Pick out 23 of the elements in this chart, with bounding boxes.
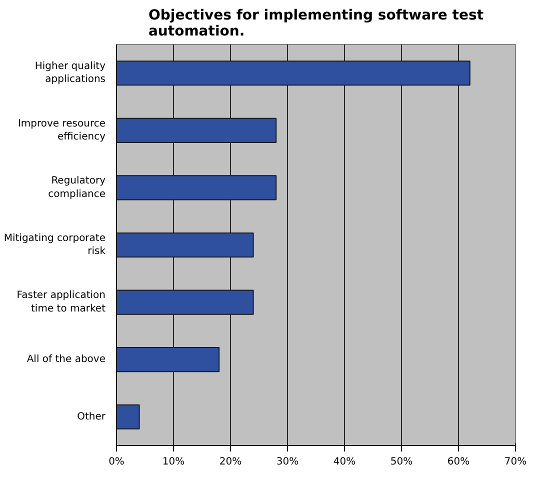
y-tick-label: Higher quality applications xyxy=(34,61,106,86)
x-tick-label: 10% xyxy=(162,456,185,468)
y-tick-label: Improve resource efficiency xyxy=(18,118,106,143)
x-tick-label: 30% xyxy=(276,456,299,468)
x-tick-label: 50% xyxy=(390,456,413,468)
bar xyxy=(116,232,254,258)
y-tick-label: Mitigating corporate risk xyxy=(4,232,106,258)
bar xyxy=(116,175,277,200)
x-tick-label: 20% xyxy=(219,456,242,468)
x-tick-label: 40% xyxy=(333,456,356,468)
x-tick-label: 60% xyxy=(447,456,470,468)
x-tick-label: 0% xyxy=(108,456,124,468)
bar xyxy=(116,347,220,372)
y-tick-label: Faster application time to market xyxy=(16,290,106,314)
x-tick-label: 70% xyxy=(504,456,527,468)
bar xyxy=(116,60,470,86)
bar xyxy=(116,290,254,315)
bar xyxy=(116,118,277,143)
y-tick-label: Regulatory compliance xyxy=(48,176,106,200)
bar xyxy=(116,404,140,430)
y-tick-label: Other xyxy=(77,411,106,422)
y-tick-label: All of the above xyxy=(26,354,106,366)
chart-title: Objectives for implementing software test automation. xyxy=(148,8,484,40)
